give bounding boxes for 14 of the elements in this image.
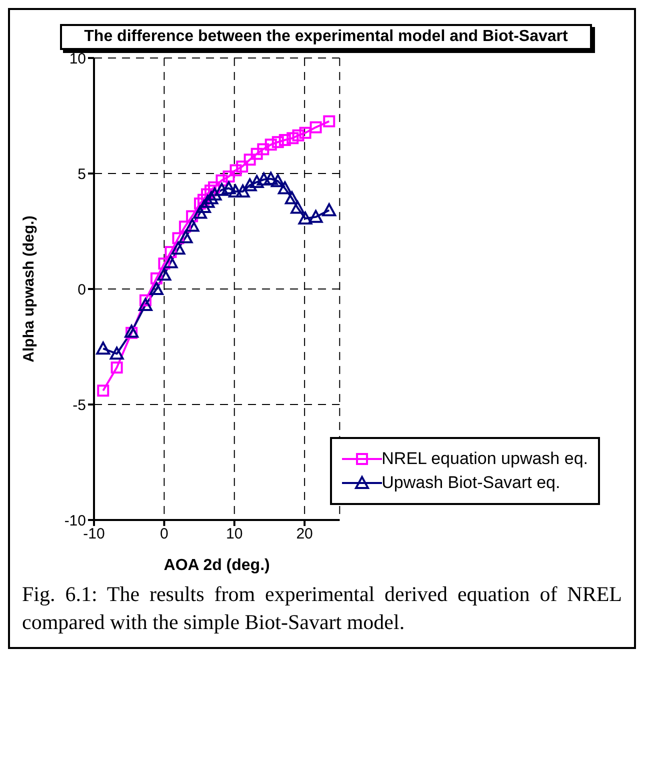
x-axis-title: AOA 2d (deg.) <box>164 557 270 574</box>
legend-label: Upwash Biot-Savart eq. <box>382 473 560 493</box>
caption: Fig. 6.1: The results from experimental derived equation of NREL compared with the simple Biot-Savart model. <box>21 581 623 636</box>
y-tick-label: -5 <box>72 396 86 414</box>
y-tick-label: 0 <box>78 281 86 298</box>
y-axis-title: Alpha upwash (deg.) <box>20 216 38 362</box>
legend-label: NREL equation upwash eq. <box>382 449 588 469</box>
x-tick-label: 0 <box>160 526 168 543</box>
y-tick-label: -10 <box>64 512 86 530</box>
y-tick-label: 10 <box>69 50 86 68</box>
chart-title: The difference between the experimental model and Biot-Savart <box>60 24 592 50</box>
x-tick-label: 10 <box>226 526 243 543</box>
y-tick-label: 5 <box>78 166 86 183</box>
x-tick-label: 20 <box>296 526 313 543</box>
